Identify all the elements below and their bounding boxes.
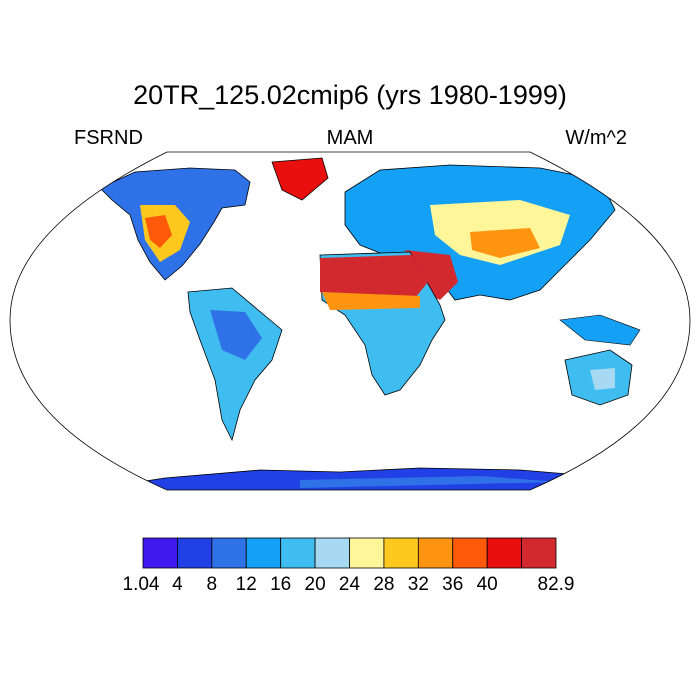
plot-title: 20TR_125.02cmip6 (yrs 1980-1999) [133,80,567,110]
region-arabia [405,250,458,300]
colorbar-tick-label: 28 [373,574,395,595]
colorbar-tick-label: 16 [270,574,292,595]
colorbar-tick-label: 24 [338,574,361,595]
colorbar-tick-label: 8 [206,574,218,595]
region-greenland [271,157,329,201]
colorbar-tick-label: 32 [407,574,429,595]
colorbar-tick-label: 36 [442,574,464,595]
colorbar-swatch [349,537,385,569]
units-label: W/m^2 [565,127,627,149]
colorbar-swatch [280,537,316,569]
region-australia-core [590,368,615,390]
colorbar-swatch [383,537,419,569]
colorbar-swatch [177,537,213,569]
colorbar-swatch [142,537,178,569]
colorbar-tick-label: 12 [235,574,257,595]
colorbar-tick-label: 40 [476,574,498,595]
colorbar-tick-label: 82.9 [537,574,575,595]
region-south-america-core [210,310,262,360]
colorbar-swatch [314,537,350,569]
region-north-america-hot [145,215,172,248]
colorbar-tick-label: 20 [304,574,326,595]
variable-label: FSRND [74,127,143,149]
colorbar-tick-label: 4 [172,574,183,595]
colorbar-swatch [211,537,247,569]
region-sahel [322,292,420,310]
region-central-asia-hot [470,228,540,258]
colorbar-swatch [245,537,282,569]
season-label: MAM [326,127,374,149]
colorbar-swatch [452,537,488,569]
colorbar-swatch [417,537,454,569]
region-south-america [187,287,283,442]
colorbar-tick-label: 1.04 [122,574,160,595]
region-antarctica-inner [300,476,560,488]
colorbar-swatch [486,537,522,569]
map-border [9,151,691,491]
region-maritime-se-asia [559,314,641,346]
colorbar-swatch [521,537,557,569]
region-sahara [320,255,428,300]
